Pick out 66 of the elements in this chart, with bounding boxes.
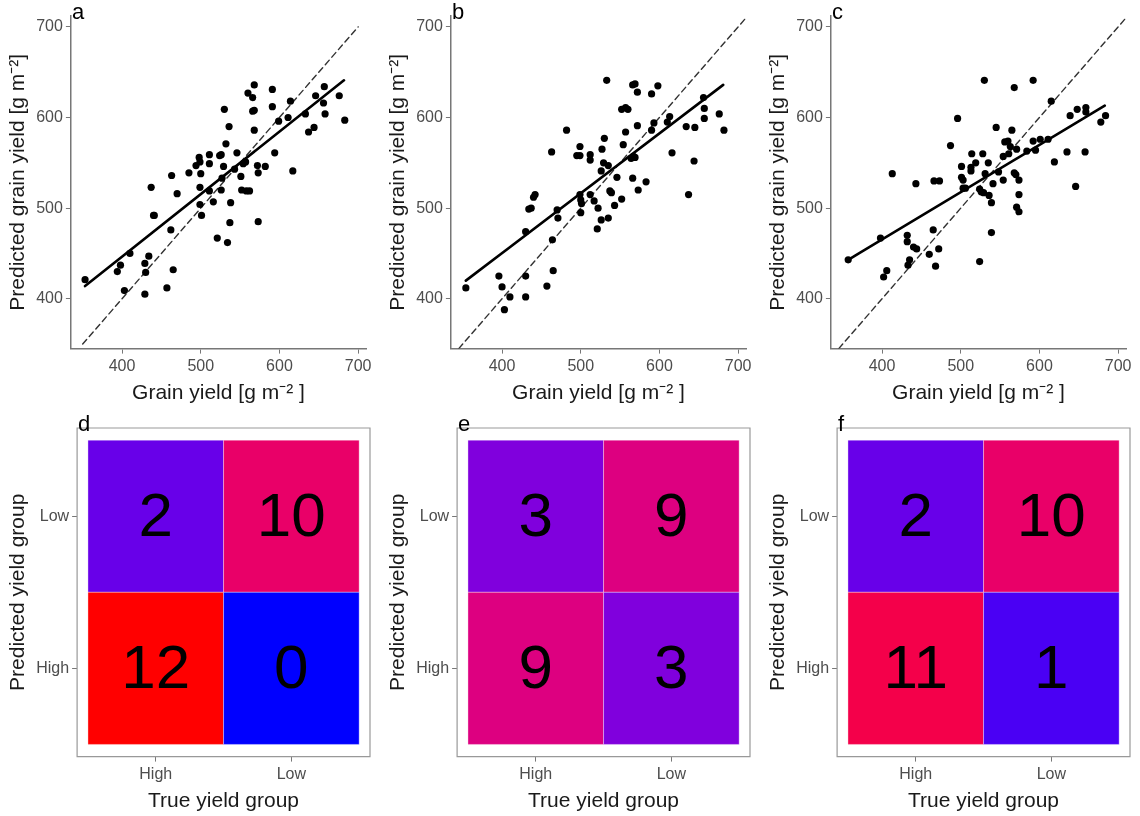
- x-tick-label: 700: [724, 356, 752, 374]
- x-axis-title: Grain yield [g m⁻² ]: [512, 380, 685, 404]
- data-label: 9: [654, 480, 689, 550]
- y-tick-label: 600: [36, 107, 63, 125]
- x-tick-label: 500: [567, 356, 595, 374]
- data-label: 1: [1034, 632, 1069, 702]
- data-label: 10: [1016, 480, 1086, 550]
- y-tick-label: High: [796, 658, 830, 676]
- y-tick-label: High: [36, 658, 70, 676]
- y-tick-label: 700: [36, 17, 63, 35]
- x-tick-label: High: [139, 764, 173, 782]
- x-tick-label: 400: [488, 356, 516, 374]
- y-tick-label: 400: [36, 289, 63, 307]
- y-tick-label: High: [416, 658, 450, 676]
- data-label: 2: [138, 480, 173, 550]
- x-tick-label: 600: [266, 356, 293, 374]
- y-tick-label: 600: [416, 107, 443, 125]
- y-tick-label: 600: [796, 107, 823, 125]
- chart-title: f: [838, 411, 846, 437]
- y-tick-label: Low: [419, 506, 450, 524]
- y-axis-title: Predicted yield group: [385, 493, 409, 691]
- data-label: 10: [256, 480, 326, 550]
- x-tick-label: 500: [187, 356, 215, 374]
- y-tick-label: 500: [796, 198, 823, 216]
- y-tick-label: 400: [416, 289, 443, 307]
- y-axis-title: Predicted yield group: [765, 493, 789, 691]
- x-tick-label: 400: [108, 356, 136, 374]
- x-tick-label: 700: [344, 356, 372, 374]
- y-axis-title: Predicted grain yield [g m⁻²]: [765, 53, 789, 311]
- chart-title: a: [71, 0, 85, 25]
- x-tick-label: High: [519, 764, 553, 782]
- y-tick-label: 500: [416, 198, 443, 216]
- data-label: 3: [518, 480, 553, 550]
- x-axis-title: True yield group: [528, 788, 680, 812]
- y-tick-label: 400: [796, 289, 823, 307]
- y-tick-label: 500: [36, 198, 63, 216]
- chart-title: e: [458, 411, 471, 437]
- y-tick-label: 700: [796, 17, 823, 35]
- data-label: 3: [654, 632, 689, 702]
- chart-title: b: [451, 0, 465, 25]
- y-axis-title: Predicted yield group: [5, 493, 29, 691]
- y-tick-label: 700: [416, 17, 443, 35]
- x-tick-label: 700: [1104, 356, 1132, 374]
- x-tick-label: 400: [868, 356, 896, 374]
- x-tick-label: Low: [276, 764, 307, 782]
- chart-title: d: [78, 411, 91, 437]
- x-tick-label: 600: [646, 356, 673, 374]
- x-tick-label: Low: [656, 764, 687, 782]
- x-tick-label: 600: [1026, 356, 1053, 374]
- data-label: 11: [883, 632, 948, 702]
- data-label: 2: [898, 480, 933, 550]
- y-axis-title: Predicted grain yield [g m⁻²]: [5, 53, 29, 311]
- y-tick-label: Low: [39, 506, 70, 524]
- data-label: 9: [518, 632, 553, 702]
- data-label: 0: [274, 632, 309, 702]
- chart-title: c: [831, 0, 843, 25]
- x-axis-title: Grain yield [g m⁻² ]: [892, 380, 1065, 404]
- x-axis-title: True yield group: [908, 788, 1060, 812]
- y-axis-title: Predicted grain yield [g m⁻²]: [385, 53, 409, 311]
- x-tick-label: High: [899, 764, 933, 782]
- x-tick-label: 500: [947, 356, 975, 374]
- x-tick-label: Low: [1036, 764, 1067, 782]
- data-label: 12: [121, 632, 191, 702]
- x-axis-title: Grain yield [g m⁻² ]: [132, 380, 305, 404]
- x-axis-title: True yield group: [148, 788, 300, 812]
- y-tick-label: Low: [799, 506, 830, 524]
